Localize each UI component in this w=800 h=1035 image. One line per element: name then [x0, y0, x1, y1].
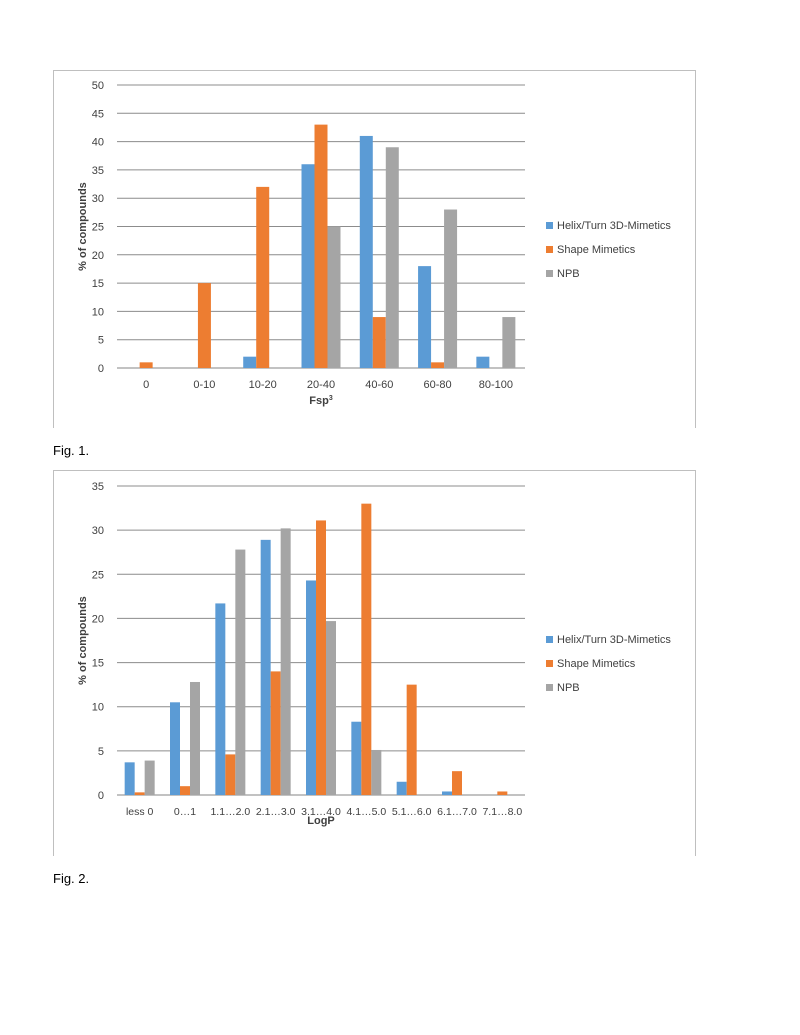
- bar-helix-turn-3d-mimetics: [418, 266, 432, 368]
- bar-shape-mimetics: [225, 754, 236, 795]
- y-tick-label: 25: [92, 222, 104, 234]
- y-tick-label: 15: [92, 658, 104, 670]
- y-tick-label: 45: [92, 108, 104, 120]
- legend-label: Helix/Turn 3D-Mimetics: [557, 220, 671, 232]
- bar-helix-turn-3d-mimetics: [170, 702, 180, 795]
- bar-helix-turn-3d-mimetics: [260, 539, 271, 795]
- legend-swatch: [546, 636, 553, 643]
- bar-npb: [235, 549, 246, 795]
- y-tick-label: 0: [98, 363, 104, 375]
- figure-2-caption: Fig. 2.: [53, 871, 90, 886]
- bar-helix-turn-3d-mimetics: [476, 356, 490, 368]
- y-tick-label: 5: [98, 746, 104, 758]
- bar-shape-mimetics: [270, 671, 281, 795]
- x-tick-label: 80-100: [479, 379, 513, 391]
- x-tick-label: 5.1…6.0: [392, 806, 432, 818]
- bar-helix-turn-3d-mimetics: [442, 791, 452, 795]
- x-tick-label: 2.1…3.0: [256, 806, 296, 818]
- y-tick-label: 40: [92, 137, 104, 149]
- bar-shape-mimetics: [316, 520, 326, 795]
- figure-1-caption: Fig. 1.: [53, 443, 90, 458]
- x-tick-label: 6.1…7.0: [437, 806, 477, 818]
- bar-shape-mimetics: [372, 317, 386, 368]
- bar-helix-turn-3d-mimetics: [351, 721, 362, 795]
- bar-shape-mimetics: [139, 362, 153, 368]
- bar-npb: [444, 209, 458, 368]
- bar-shape-mimetics: [452, 771, 462, 795]
- x-axis-label-superscript: 3: [329, 395, 333, 402]
- bar-npb: [327, 226, 341, 368]
- bar-shape-mimetics: [361, 503, 372, 795]
- bar-helix-turn-3d-mimetics: [306, 580, 316, 795]
- y-tick-label: 20: [92, 250, 104, 262]
- x-tick-label: 1.1…2.0: [210, 806, 250, 818]
- bar-helix-turn-3d-mimetics: [396, 781, 407, 795]
- y-tick-label: 30: [92, 193, 104, 205]
- x-tick-label: 0: [143, 379, 149, 391]
- figure-1-frame: [53, 70, 696, 428]
- y-tick-label: 25: [92, 569, 104, 581]
- bar-helix-turn-3d-mimetics: [359, 135, 373, 368]
- bar-shape-mimetics: [497, 791, 508, 795]
- bar-shape-mimetics: [406, 684, 417, 795]
- y-tick-label: 50: [92, 80, 104, 92]
- legend-swatch: [546, 222, 553, 229]
- x-tick-label: 0…1: [174, 806, 196, 818]
- x-tick-label: 40-60: [365, 379, 393, 391]
- y-axis-label: % of compounds: [77, 596, 89, 685]
- x-tick-label: 20-40: [307, 379, 335, 391]
- bar-npb: [371, 749, 382, 795]
- legend-swatch: [546, 246, 553, 253]
- bar-shape-mimetics: [134, 792, 145, 795]
- legend-label: Shape Mimetics: [557, 658, 636, 670]
- legend-swatch: [546, 684, 553, 691]
- chart-2: 0 5 10 15 20 25 30 35 less 0 0…1 1.1…2.0 2.1…3.0 3.1…: [77, 481, 671, 827]
- x-tick-label: less 0: [126, 806, 154, 818]
- y-tick-label: 30: [92, 525, 104, 537]
- bar-npb: [190, 681, 200, 795]
- y-axis-label: % of compounds: [77, 182, 89, 271]
- figure-2-frame: [53, 470, 696, 856]
- bar-npb: [502, 317, 516, 368]
- legend-label: Shape Mimetics: [557, 244, 636, 256]
- bar-helix-turn-3d-mimetics: [124, 762, 135, 795]
- bar-shape-mimetics: [180, 786, 190, 795]
- legend-swatch: [546, 660, 553, 667]
- x-tick-label: 0-10: [193, 379, 215, 391]
- y-tick-label: 10: [92, 306, 104, 318]
- bar-helix-turn-3d-mimetics: [301, 164, 315, 368]
- x-tick-label: 10-20: [249, 379, 277, 391]
- legend-label: NPB: [557, 682, 580, 694]
- y-tick-label: 0: [98, 790, 104, 802]
- y-tick-label: 35: [92, 165, 104, 177]
- legend-swatch: [546, 270, 553, 277]
- y-tick-label: 20: [92, 613, 104, 625]
- bar-npb: [280, 528, 291, 795]
- y-tick-label: 15: [92, 278, 104, 290]
- x-tick-label: 4.1…5.0: [346, 806, 386, 818]
- bar-shape-mimetics: [256, 186, 270, 368]
- x-tick-label: 7.1…8.0: [482, 806, 522, 818]
- bar-helix-turn-3d-mimetics: [215, 603, 226, 795]
- x-axis-label: Fsp3: [309, 395, 333, 407]
- y-tick-label: 10: [92, 702, 104, 714]
- y-tick-label: 5: [98, 335, 104, 347]
- bar-helix-turn-3d-mimetics: [243, 356, 257, 368]
- bar-shape-mimetics: [197, 283, 211, 368]
- x-tick-label: 3.1…4.0: [301, 806, 341, 818]
- legend-label: NPB: [557, 268, 580, 280]
- y-tick-label: 35: [92, 481, 104, 493]
- bar-shape-mimetics: [431, 362, 445, 368]
- bar-npb: [385, 147, 399, 368]
- chart-1: 0 5 10 15 20 25 30 35 40 45 50 0 0-10 10-20 20-40 40-60…: [77, 80, 671, 407]
- x-axis-label: LogP: [307, 815, 335, 827]
- bar-npb: [326, 621, 336, 795]
- bar-shape-mimetics: [314, 124, 328, 369]
- bar-npb: [144, 760, 155, 795]
- legend-label: Helix/Turn 3D-Mimetics: [557, 634, 671, 646]
- x-tick-label: 60-80: [424, 379, 452, 391]
